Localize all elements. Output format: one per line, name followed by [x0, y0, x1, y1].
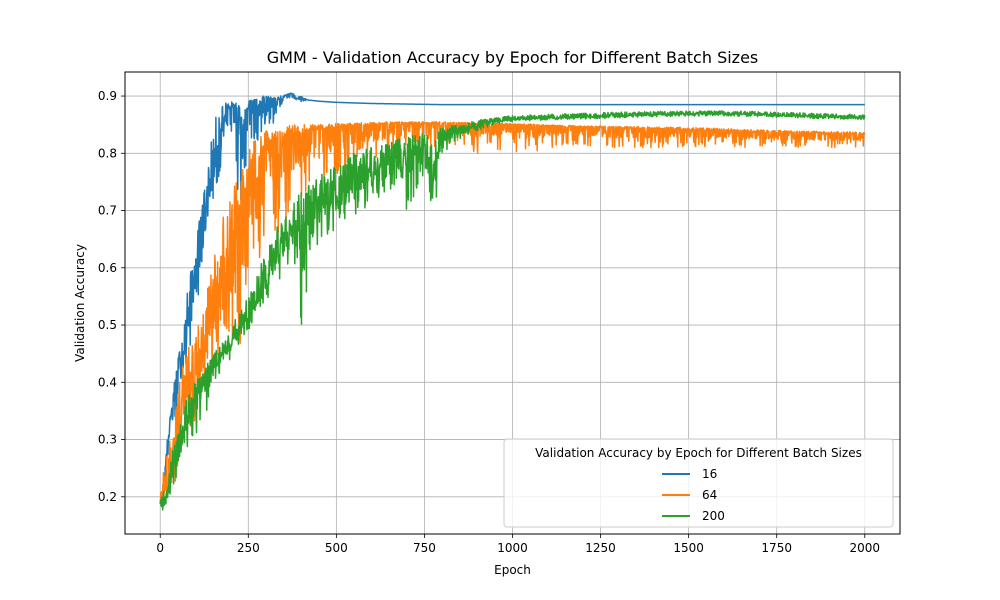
y-axis-title: Validation Accuracy [73, 244, 87, 362]
legend-box [503, 438, 894, 528]
y-tick-label: 0.9 [98, 89, 117, 103]
x-tick-label: 1250 [585, 541, 616, 555]
axis-ticks: 0 250 500 750 1000 1250 1500 1750 2000 0.2 0.3 0.4 0… [98, 89, 880, 555]
legend-label-200: 200 [702, 509, 725, 523]
y-tick-label: 0.6 [98, 261, 117, 275]
x-tick-label: 750 [413, 541, 436, 555]
legend-label-64: 64 [702, 488, 717, 502]
x-tick-label: 0 [156, 541, 164, 555]
x-axis-title: Epoch [494, 563, 531, 577]
x-tick-label: 1500 [673, 541, 704, 555]
x-tick-label: 1750 [761, 541, 792, 555]
series-line-64 [159, 121, 866, 503]
y-tick-label: 0.5 [98, 318, 117, 332]
y-tick-label: 0.2 [98, 490, 117, 504]
x-tick-label: 250 [237, 541, 260, 555]
x-tick-label: 2000 [849, 541, 880, 555]
series-line-16 [159, 92, 866, 503]
legend-label-16: 16 [702, 467, 717, 481]
chart-title: GMM - Validation Accuracy by Epoch for D… [267, 48, 759, 67]
y-tick-label: 0.8 [98, 146, 117, 160]
series-lines [159, 92, 866, 511]
y-tick-label: 0.7 [98, 204, 117, 218]
legend: Validation Accuracy by Epoch for Differe… [503, 438, 894, 528]
y-tick-label: 0.3 [98, 433, 117, 447]
x-tick-label: 1000 [497, 541, 528, 555]
y-tick-label: 0.4 [98, 375, 117, 389]
legend-title: Validation Accuracy by Epoch for Differe… [535, 446, 862, 460]
series-line-200 [159, 110, 866, 511]
x-tick-label: 500 [325, 541, 348, 555]
legend-items: 16 64 200 [662, 467, 725, 523]
